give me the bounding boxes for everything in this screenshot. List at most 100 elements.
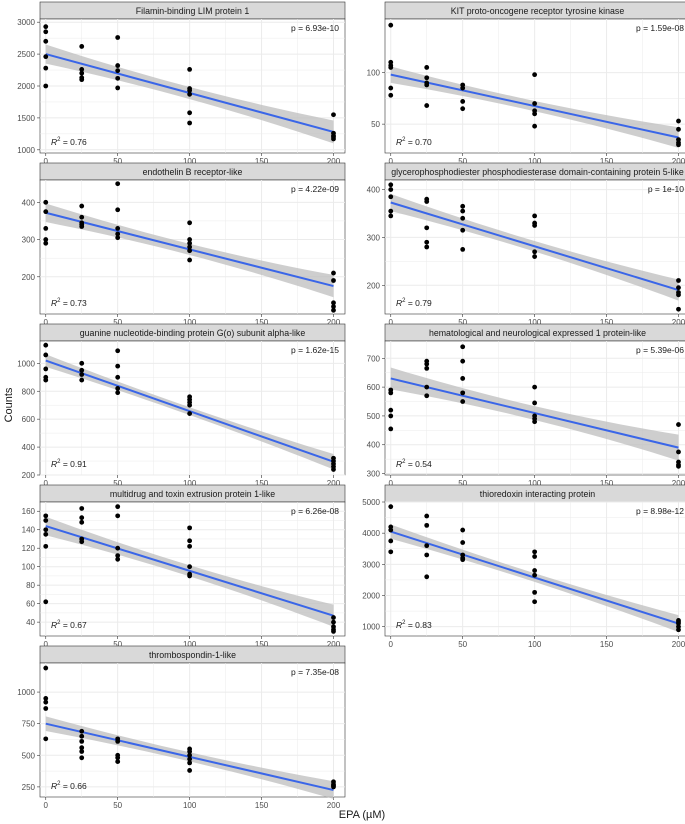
data-point <box>79 367 85 373</box>
data-point <box>424 365 430 371</box>
data-point <box>79 515 85 521</box>
x-tick-label: 0 <box>44 318 49 327</box>
r-squared-equals: = <box>60 137 70 147</box>
r-squared-symbol: R <box>51 298 57 308</box>
data-point <box>79 377 85 383</box>
x-tick-label: 200 <box>672 318 685 327</box>
data-point <box>43 83 49 89</box>
data-point <box>424 65 430 70</box>
y-tick-label: 100 <box>367 69 381 78</box>
facet-title: thrombospondin-1-like <box>149 650 236 660</box>
data-point <box>424 393 430 399</box>
data-point <box>532 111 538 117</box>
facet-title: glycerophosphodiester phosphodiesterase … <box>391 167 684 177</box>
r-squared-label: R2 = 0.73 <box>51 298 87 308</box>
facet-panel: hematological and neurological expressed… <box>367 323 685 488</box>
data-point <box>676 422 681 427</box>
data-point <box>676 627 681 633</box>
y-tick-label: 200 <box>22 471 36 480</box>
data-point <box>79 67 85 72</box>
y-tick-label: 300 <box>22 236 36 245</box>
facet-title: endothelin B receptor-like <box>143 167 243 177</box>
y-tick-label: 120 <box>22 544 36 553</box>
data-point <box>115 738 121 744</box>
x-tick-label: 100 <box>183 801 197 810</box>
data-point <box>676 285 681 291</box>
data-point <box>115 759 121 765</box>
x-tick-label: 50 <box>458 479 467 488</box>
data-point <box>187 257 193 263</box>
data-point <box>187 768 193 773</box>
r-squared-exponent: 2 <box>402 137 406 143</box>
data-point <box>43 54 49 60</box>
facet-title: hematological and neurological expressed… <box>429 328 646 338</box>
x-tick-label: 0 <box>44 640 49 649</box>
r-squared-symbol: R <box>51 781 57 791</box>
x-tick-label: 0 <box>389 318 394 327</box>
data-point <box>115 207 121 213</box>
data-point <box>43 199 49 205</box>
data-point <box>388 208 394 214</box>
data-point <box>424 574 430 580</box>
p-value-label: p = 4.22e-09 <box>291 184 339 194</box>
y-tick-label: 100 <box>22 563 36 572</box>
data-point <box>43 366 49 372</box>
y-tick-label: 140 <box>22 526 36 535</box>
r-squared-equals: = <box>405 137 415 147</box>
x-tick-label: 200 <box>327 640 341 649</box>
data-point <box>388 187 394 192</box>
y-tick-label: 60 <box>26 600 35 609</box>
data-point <box>460 358 466 364</box>
data-point <box>115 386 121 391</box>
x-tick-label: 50 <box>113 801 122 810</box>
x-tick-label: 100 <box>528 157 542 166</box>
data-point <box>115 755 121 761</box>
data-point <box>79 728 85 734</box>
facet-panel: guanine nucleotide-binding protein G(o) … <box>17 323 346 488</box>
facet-title: multidrug and toxin extrusion protein 1-… <box>110 489 275 499</box>
data-point <box>388 182 394 188</box>
p-value-label: p = 1.62e-15 <box>291 345 339 355</box>
r-squared-equals: = <box>60 781 70 791</box>
data-point <box>676 278 681 283</box>
x-tick-label: 50 <box>113 640 122 649</box>
data-point <box>331 628 336 634</box>
data-point <box>115 235 121 241</box>
x-tick-label: 50 <box>458 318 467 327</box>
x-tick-label: 150 <box>600 479 614 488</box>
data-point <box>331 304 336 309</box>
r-squared-exponent: 2 <box>57 137 61 143</box>
r-squared-equals: = <box>60 620 70 630</box>
data-point <box>115 68 121 74</box>
data-point <box>460 227 466 233</box>
x-tick-label: 100 <box>528 479 542 488</box>
p-value-label: p = 6.26e-08 <box>291 506 339 516</box>
data-point <box>187 573 193 579</box>
x-tick-label: 0 <box>44 801 49 810</box>
data-point <box>79 749 85 754</box>
data-point <box>460 208 466 214</box>
data-point <box>424 82 430 88</box>
x-tick-label: 0 <box>389 157 394 166</box>
data-point <box>532 384 538 390</box>
x-tick-label: 50 <box>458 157 467 166</box>
r-squared-label: R2 = 0.83 <box>396 620 432 630</box>
data-point <box>460 390 466 396</box>
data-point <box>43 38 49 44</box>
x-tick-label: 0 <box>389 640 394 649</box>
data-point <box>676 126 681 132</box>
data-point <box>460 376 466 381</box>
y-tick-label: 1000 <box>17 146 35 155</box>
data-point <box>460 527 466 533</box>
y-tick-label: 400 <box>22 198 36 207</box>
x-tick-label: 0 <box>389 479 394 488</box>
data-point <box>388 426 394 432</box>
data-point <box>43 29 49 35</box>
r-squared-equals: = <box>60 298 70 308</box>
x-tick-label: 200 <box>672 640 685 649</box>
y-tick-label: 600 <box>22 415 36 424</box>
regression-line <box>45 525 334 617</box>
data-point <box>460 399 466 404</box>
data-point <box>424 103 430 108</box>
r-squared-exponent: 2 <box>402 620 406 626</box>
